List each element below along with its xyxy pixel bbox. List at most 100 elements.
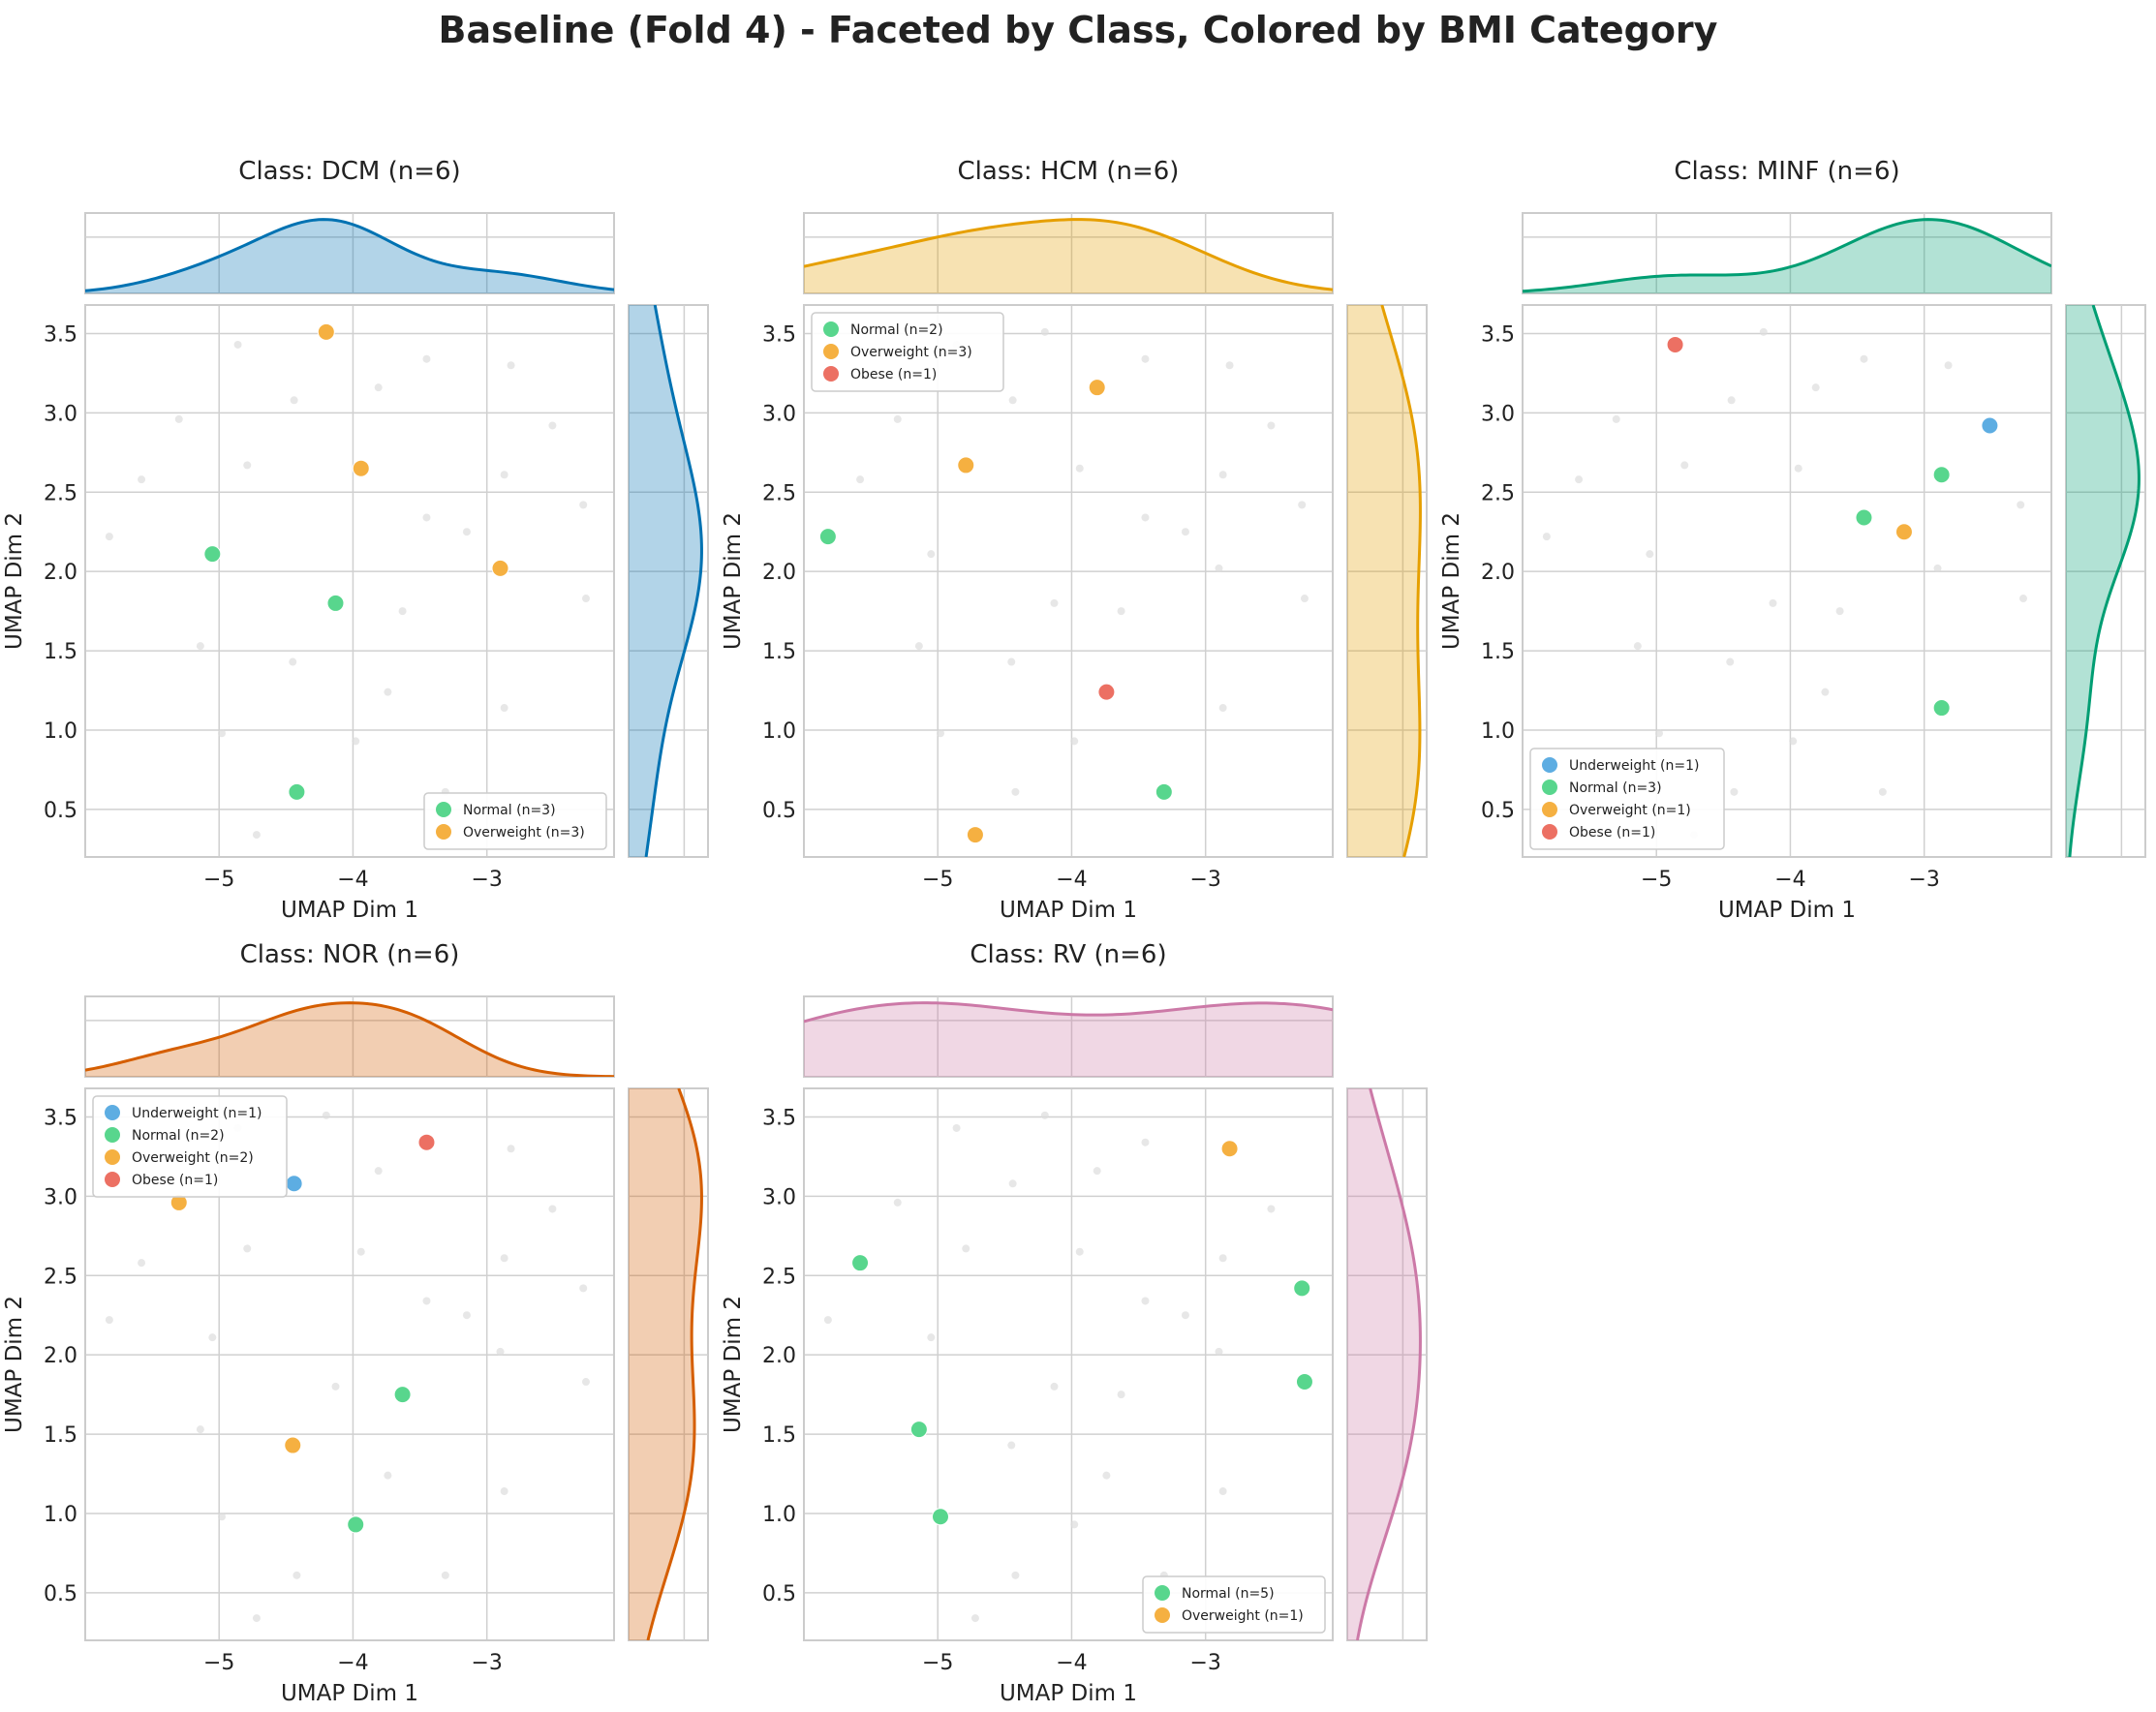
top-kde-line <box>1523 218 2051 293</box>
background-point <box>500 704 508 713</box>
y-tick-label: 3.5 <box>762 1106 796 1130</box>
background-point <box>1075 1247 1084 1256</box>
background-point <box>138 475 146 484</box>
background-point <box>1141 1138 1150 1146</box>
data-point-normal <box>393 1386 412 1404</box>
background-point <box>105 1316 113 1325</box>
background-point <box>1225 361 1234 370</box>
legend-label: Normal (n=5) <box>1182 1586 1275 1602</box>
x-tick-label: −5 <box>203 868 234 892</box>
background-point <box>1730 787 1739 796</box>
plot-frame <box>84 1087 615 1641</box>
background-point <box>1575 475 1584 484</box>
data-point-normal <box>818 528 837 546</box>
legend-label: Obese (n=1) <box>1569 825 1655 841</box>
legend: Underweight (n=1) Normal (n=2) Overweight … <box>92 1095 288 1198</box>
facet-title: Class: HCM (n=6) <box>958 157 1180 186</box>
y-tick-label: 2.5 <box>762 1265 796 1289</box>
background-point <box>1181 1311 1189 1320</box>
y-tick-label: 2.0 <box>44 561 77 585</box>
side-kde-line <box>1380 305 1422 857</box>
side-marginal-frame <box>2065 304 2146 858</box>
side-kde-line <box>644 305 703 857</box>
facet-title: Class: RV (n=6) <box>970 940 1166 969</box>
legend-box <box>1142 1575 1326 1634</box>
background-point <box>914 642 923 651</box>
data-point-overweight <box>966 826 984 844</box>
facet-title: Class: DCM (n=6) <box>238 157 460 186</box>
data-point-normal <box>1932 466 1951 484</box>
legend-label: Obese (n=1) <box>850 367 937 382</box>
y-tick-label: 2.5 <box>1481 481 1515 505</box>
background-point <box>1794 464 1802 473</box>
background-point <box>1218 704 1227 713</box>
background-point <box>548 1205 557 1213</box>
legend-box <box>92 1095 288 1198</box>
background-point <box>581 1378 590 1387</box>
background-point <box>1727 396 1736 405</box>
background-point <box>1612 414 1620 423</box>
background-point <box>1218 471 1227 479</box>
y-tick-label: 3.5 <box>762 322 796 347</box>
y-tick-label: 2.0 <box>44 1344 77 1368</box>
top-marginal-frame <box>803 212 1334 294</box>
background-point <box>856 475 865 484</box>
legend-marker-overweight <box>1542 802 1557 817</box>
background-point <box>1300 595 1309 603</box>
background-point <box>581 595 590 603</box>
y-tick-label: 0.5 <box>44 799 77 823</box>
legend: Normal (n=5) Overweight (n=1) <box>1142 1575 1326 1634</box>
side-marginal-frame <box>1346 1087 1428 1641</box>
background-point <box>138 1259 146 1268</box>
data-point-normal <box>909 1421 928 1439</box>
y-tick-label: 0.5 <box>44 1582 77 1606</box>
background-point <box>1011 1571 1020 1579</box>
plot-area <box>804 305 1333 857</box>
y-tick-label: 1.5 <box>44 1423 77 1448</box>
background-point <box>952 1123 961 1132</box>
background-point <box>579 501 588 509</box>
data-point-normal <box>1293 1279 1311 1298</box>
data-point-overweight <box>1894 523 1913 541</box>
facet-panel: Class: RV (n=6) −5 −4 −3 0.5 1.0 1.5 2.0 2.5 3.0 3… <box>721 940 1428 1706</box>
background-point <box>500 1487 508 1496</box>
y-tick-label: 2.5 <box>762 481 796 505</box>
plot-area <box>85 305 614 857</box>
legend-marker-normal <box>436 802 451 817</box>
background-point <box>1141 513 1150 522</box>
y-tick-label: 2.5 <box>44 481 77 505</box>
x-tick-label: −3 <box>1908 868 1939 892</box>
data-point-normal <box>1155 782 1173 801</box>
facet-panel: Class: HCM (n=6) −5 −4 −3 0.5 1.0 1.5 2.0 2.5 3.0… <box>721 157 1428 923</box>
data-point-overweight <box>1220 1140 1239 1158</box>
background-point <box>422 513 431 522</box>
background-point <box>243 1244 252 1253</box>
x-tick-label: −3 <box>1189 1651 1220 1675</box>
legend-label: Normal (n=2) <box>850 322 943 338</box>
top-kde-line <box>85 1001 614 1077</box>
legend-box <box>423 792 607 850</box>
background-point <box>252 831 261 840</box>
x-axis-label: UMAP Dim 1 <box>281 1681 418 1706</box>
x-tick-label: −5 <box>922 868 953 892</box>
background-point <box>174 414 183 423</box>
side-kde-line <box>646 1088 703 1640</box>
legend-marker-obese <box>1542 824 1557 840</box>
background-point <box>289 657 297 666</box>
background-point <box>1218 1487 1227 1496</box>
plot-frame <box>1522 304 2052 858</box>
x-tick-label: −4 <box>337 1651 368 1675</box>
legend-marker-normal <box>1155 1585 1170 1601</box>
side-kde-fill <box>629 1088 702 1640</box>
data-point-overweight <box>1088 379 1106 397</box>
background-point <box>507 361 515 370</box>
background-point <box>1011 787 1020 796</box>
data-point-normal <box>1932 699 1951 718</box>
top-marginal-frame <box>803 995 1334 1078</box>
background-point <box>1181 528 1189 536</box>
facet-title: Class: NOR (n=6) <box>240 940 460 969</box>
background-point <box>2017 501 2025 509</box>
y-axis-label: UMAP Dim 2 <box>2 1296 27 1433</box>
x-tick-label: −3 <box>1189 868 1220 892</box>
